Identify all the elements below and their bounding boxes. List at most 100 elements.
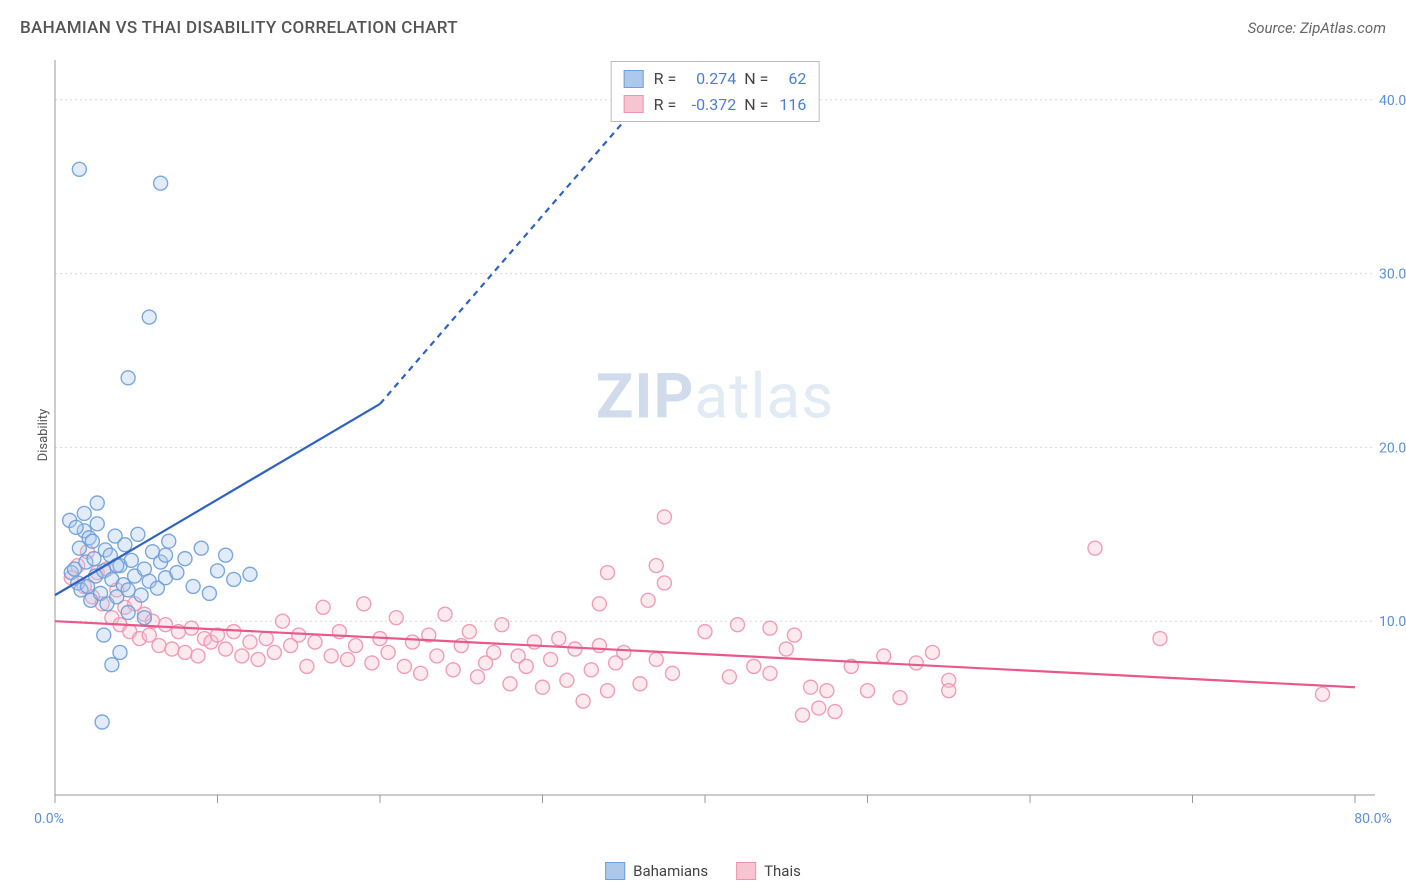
point: [641, 593, 655, 607]
point: [154, 176, 168, 190]
point: [90, 496, 104, 510]
point: [202, 586, 216, 600]
swatch-icon: [605, 862, 625, 880]
point: [300, 659, 314, 673]
point: [227, 572, 241, 586]
y-tick-label: 10.0%: [1379, 614, 1406, 630]
point: [194, 541, 208, 555]
point: [159, 548, 173, 562]
point: [381, 645, 395, 659]
point: [1153, 632, 1167, 646]
point: [341, 652, 355, 666]
point: [389, 611, 403, 625]
point: [560, 673, 574, 687]
point: [219, 642, 233, 656]
point: [165, 642, 179, 656]
point: [178, 645, 192, 659]
point: [666, 666, 680, 680]
stats-legend: R = 0.274 N = 62R = -0.372 N = 116: [611, 61, 820, 122]
point: [243, 635, 257, 649]
point: [649, 559, 663, 573]
stats-text: R = 0.274 N = 62: [654, 66, 807, 92]
point: [804, 680, 818, 694]
point: [72, 162, 86, 176]
y-axis-label: Disability: [36, 409, 51, 462]
point: [69, 520, 83, 534]
point: [276, 614, 290, 628]
y-tick-label: 40.0%: [1379, 93, 1406, 109]
point: [90, 517, 104, 531]
point: [406, 635, 420, 649]
point: [308, 635, 322, 649]
swatch-icon: [736, 862, 756, 880]
point: [357, 597, 371, 611]
point: [219, 548, 233, 562]
point: [121, 371, 135, 385]
scatter-svg: 10.0%20.0%30.0%40.0%0.0%80.0%: [45, 55, 1385, 815]
point: [267, 645, 281, 659]
point: [487, 645, 501, 659]
point: [462, 625, 476, 639]
point: [365, 656, 379, 670]
point: [152, 639, 166, 653]
point: [316, 600, 330, 614]
stats-row: R = -0.372 N = 116: [624, 92, 807, 118]
point: [649, 652, 663, 666]
point: [926, 645, 940, 659]
chart-title: BAHAMIAN VS THAI DISABILITY CORRELATION …: [20, 18, 458, 38]
point: [893, 691, 907, 705]
point: [243, 567, 257, 581]
point: [763, 666, 777, 680]
point: [576, 694, 590, 708]
point: [121, 606, 135, 620]
point: [763, 621, 777, 635]
legend-item: Bahamians: [605, 862, 708, 880]
x-tick-label: 80.0%: [1354, 811, 1392, 827]
point: [820, 684, 834, 698]
series-legend: Bahamians Thais: [605, 862, 801, 880]
series-thais: [64, 510, 1329, 722]
point: [657, 576, 671, 590]
point: [544, 652, 558, 666]
point: [251, 652, 265, 666]
point: [137, 611, 151, 625]
legend-item: Thais: [736, 862, 801, 880]
point: [77, 506, 91, 520]
point: [779, 642, 793, 656]
point: [747, 659, 761, 673]
point: [657, 510, 671, 524]
stats-row: R = 0.274 N = 62: [624, 66, 807, 92]
point: [95, 715, 109, 729]
point: [812, 701, 826, 715]
swatch-icon: [624, 70, 644, 88]
swatch-icon: [624, 95, 644, 113]
point: [1088, 541, 1102, 555]
point: [414, 666, 428, 680]
point: [568, 642, 582, 656]
point: [796, 708, 810, 722]
point: [113, 645, 127, 659]
point: [503, 677, 517, 691]
point: [909, 656, 923, 670]
point: [159, 618, 173, 632]
point: [170, 566, 184, 580]
point: [787, 628, 801, 642]
point: [601, 566, 615, 580]
point: [324, 649, 338, 663]
point: [397, 659, 411, 673]
point: [584, 663, 598, 677]
point: [601, 684, 615, 698]
point: [552, 632, 566, 646]
point: [471, 670, 485, 684]
point: [438, 607, 452, 621]
legend-label: Bahamians: [633, 862, 708, 880]
point: [828, 705, 842, 719]
y-tick-label: 30.0%: [1379, 267, 1406, 283]
point: [105, 658, 119, 672]
point: [211, 564, 225, 578]
point: [698, 625, 712, 639]
point: [942, 684, 956, 698]
point: [134, 588, 148, 602]
stats-text: R = -0.372 N = 116: [654, 92, 807, 118]
point: [292, 628, 306, 642]
